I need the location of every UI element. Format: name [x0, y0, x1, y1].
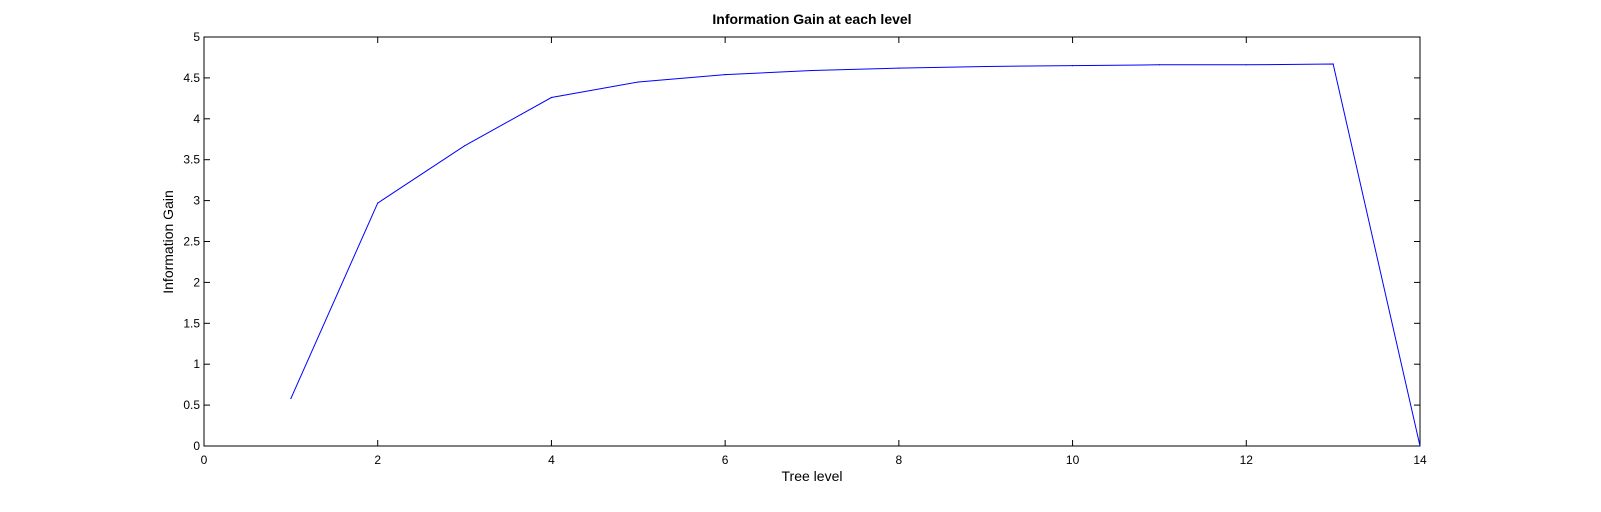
- data-point: [1071, 65, 1074, 67]
- x-tick-label: 6: [722, 453, 729, 467]
- x-tick-label: 14: [1413, 453, 1427, 467]
- x-tick-label: 4: [548, 453, 555, 467]
- chart-title: Information Gain at each level: [712, 11, 911, 27]
- x-tick-label: 8: [896, 453, 903, 467]
- x-tick-label: 10: [1066, 453, 1080, 467]
- y-tick-label: 3: [193, 194, 200, 208]
- x-axis-label: Tree level: [782, 468, 843, 484]
- data-point: [1158, 64, 1161, 66]
- y-tick-label: 1.5: [183, 316, 200, 330]
- x-tick-label: 2: [374, 453, 381, 467]
- data-point: [290, 397, 292, 400]
- y-tick-label: 1: [193, 357, 200, 371]
- y-tick-label: 4: [193, 112, 200, 126]
- series-line: [290, 63, 1421, 447]
- data-point: [898, 67, 900, 69]
- x-tick-label: 0: [201, 453, 208, 467]
- y-tick-label: 3.5: [183, 153, 200, 167]
- data-point: [377, 202, 379, 204]
- y-tick-label: 5: [193, 30, 200, 44]
- data-point: [1419, 445, 1421, 447]
- data-point: [1245, 64, 1247, 66]
- y-axis-label: Information Gain: [160, 190, 176, 294]
- y-tick-label: 4.5: [183, 71, 200, 85]
- y-tick-label: 0.5: [183, 398, 200, 412]
- data-point: [811, 69, 813, 72]
- data-point: [1332, 63, 1334, 65]
- x-tick-label: 12: [1240, 453, 1254, 467]
- y-tick-label: 2: [193, 275, 200, 289]
- data-point: [724, 74, 726, 76]
- data-point: [550, 96, 553, 99]
- data-point: [463, 145, 466, 147]
- data-point: [985, 65, 987, 68]
- data-point: [637, 81, 639, 83]
- y-tick-label: 2.5: [183, 235, 200, 249]
- y-tick-label: 0: [193, 439, 200, 453]
- plot-area: 0 2 4 6 8 10 12 14 0 0.5 1 1.5 2 2.5 3 3.5 4 4.5 5: [183, 30, 1427, 467]
